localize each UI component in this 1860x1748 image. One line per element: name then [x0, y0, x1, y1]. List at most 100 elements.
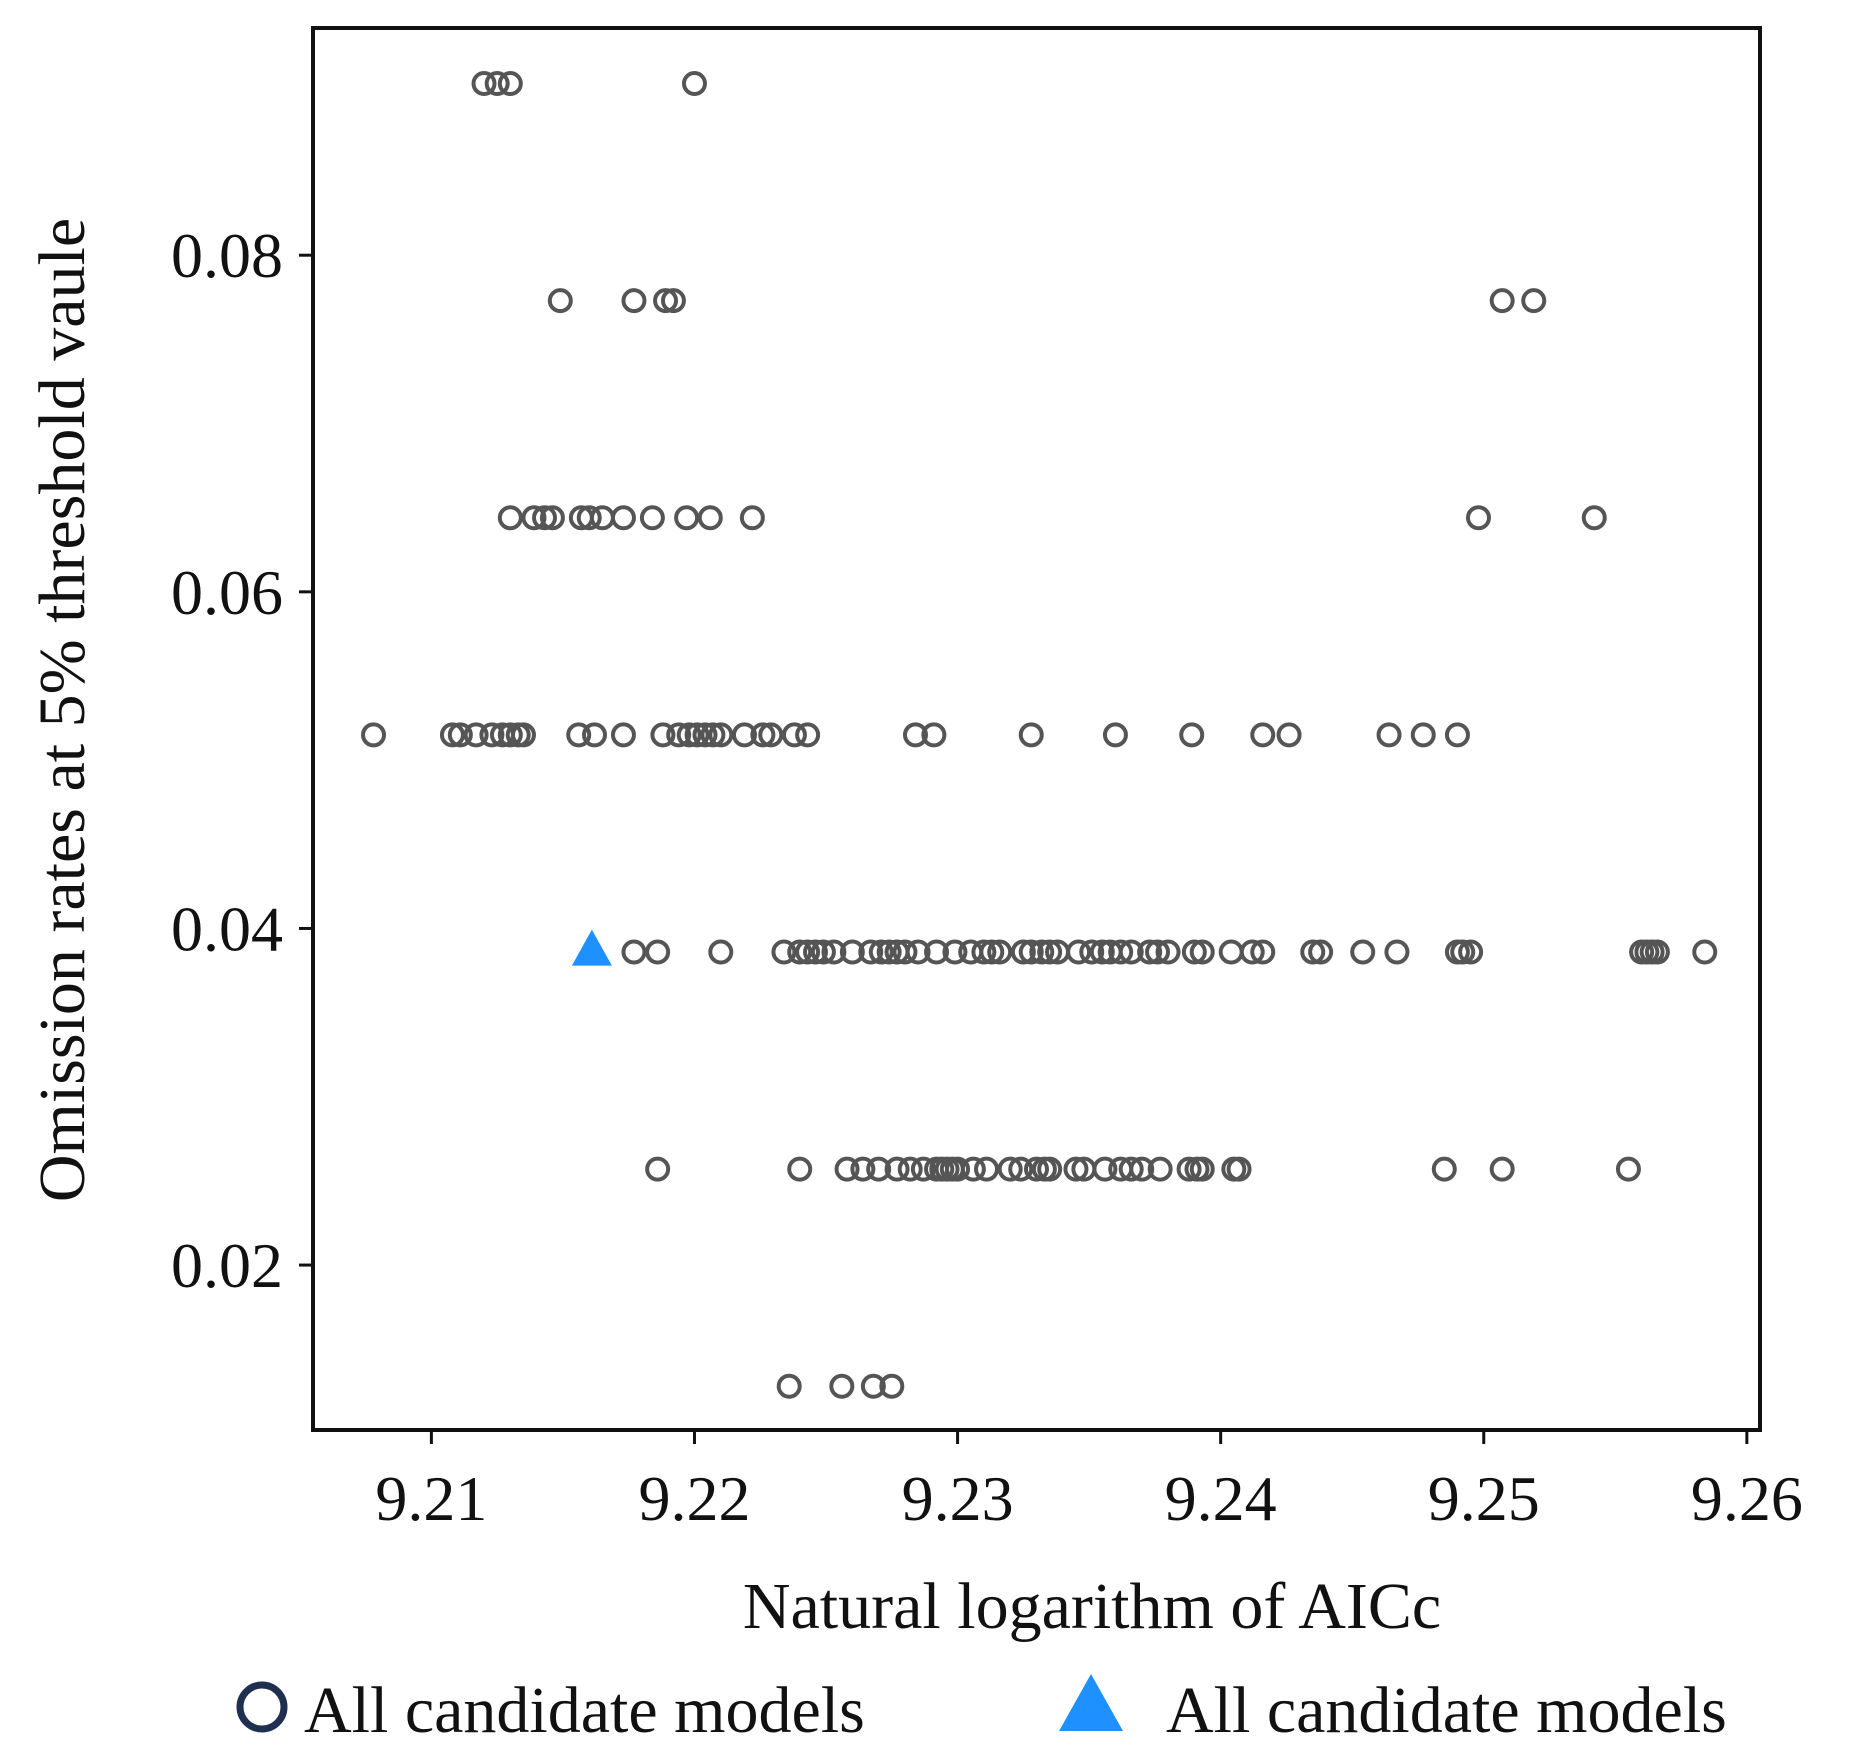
data-point-circle — [621, 288, 647, 314]
data-point-circle — [676, 722, 702, 748]
data-point-circle — [1692, 939, 1718, 965]
data-point-circle — [539, 505, 565, 531]
data-point-circle — [589, 505, 615, 531]
data-point-circle — [1089, 939, 1115, 965]
data-point-circle — [1018, 939, 1044, 965]
data-point-circle — [787, 939, 813, 965]
legend: All candidate models All candidate model… — [236, 1674, 1727, 1747]
data-point-circle — [1350, 939, 1376, 965]
data-point-circle — [361, 722, 387, 748]
data-point-circle — [892, 939, 918, 965]
data-point-circle — [566, 722, 592, 748]
x-tick-label: 9.21 — [375, 1463, 487, 1534]
data-point-circle — [582, 722, 608, 748]
data-point-circle — [1037, 1156, 1063, 1182]
data-point-circle — [1218, 939, 1244, 965]
data-point-circle — [942, 939, 968, 965]
data-point-circle — [1226, 1156, 1252, 1182]
data-point-circle — [1189, 939, 1215, 965]
data-point-circle — [884, 1156, 910, 1182]
x-tick-label: 9.25 — [1428, 1463, 1540, 1534]
data-point-circle — [610, 505, 636, 531]
data-point-circle — [1308, 939, 1334, 965]
data-point-circle — [971, 939, 997, 965]
data-point-circle — [739, 505, 765, 531]
data-point-circle — [521, 505, 547, 531]
data-point-circle — [1179, 722, 1205, 748]
data-point-circle — [1129, 1156, 1155, 1182]
data-point-circle — [650, 722, 676, 748]
x-tick-label: 9.23 — [902, 1463, 1014, 1534]
data-point-circle — [829, 1373, 855, 1399]
data-point-circle — [621, 939, 647, 965]
y-tick-label: 0.02 — [171, 1230, 283, 1301]
data-point-circle — [787, 1156, 813, 1182]
data-point-triangle — [571, 929, 612, 966]
data-point-circle — [1489, 288, 1515, 314]
data-point-circle — [510, 722, 536, 748]
legend-triangle-icon — [1059, 1674, 1123, 1731]
data-point-circle — [484, 71, 510, 97]
data-point-circle — [653, 288, 679, 314]
data-point-circle — [781, 722, 807, 748]
data-point-circle — [645, 939, 671, 965]
x-axis-title: Natural logarithm of AICc — [743, 1570, 1441, 1643]
data-point-circle — [497, 71, 523, 97]
data-point-circle — [905, 939, 931, 965]
data-point-circle — [876, 939, 902, 965]
data-point-circle — [708, 939, 734, 965]
data-point-circle — [771, 939, 797, 965]
data-point-circle — [674, 505, 700, 531]
data-point-circle — [850, 1156, 876, 1182]
data-point-circle — [1276, 722, 1302, 748]
data-point-circle — [1029, 939, 1055, 965]
data-point-circle — [979, 939, 1005, 965]
data-point-circle — [821, 939, 847, 965]
data-point-circle — [1176, 1156, 1202, 1182]
data-point-circle — [1189, 1156, 1215, 1182]
data-point-circle — [610, 722, 636, 748]
x-axis: 9.21 9.22 9.23 9.24 9.25 9.26 — [375, 1430, 1803, 1534]
data-point-circle — [1118, 939, 1144, 965]
data-point-circle — [1615, 1156, 1641, 1182]
data-point-circle — [910, 1156, 936, 1182]
data-point-circle — [1145, 939, 1171, 965]
x-tick-label: 9.26 — [1691, 1463, 1803, 1534]
data-point-circle — [497, 722, 523, 748]
data-point-circle — [795, 722, 821, 748]
data-point-circle — [924, 939, 950, 965]
data-point-circle — [731, 722, 757, 748]
data-point-circle — [1465, 505, 1491, 531]
data-point-circle — [547, 288, 573, 314]
data-point-circle — [645, 1156, 671, 1182]
data-point-circle — [810, 939, 836, 965]
y-tick-label: 0.08 — [171, 220, 283, 291]
data-point-circle — [858, 939, 884, 965]
data-point-circle — [1300, 939, 1326, 965]
data-point-circle — [1376, 722, 1402, 748]
y-tick-label: 0.06 — [171, 557, 283, 628]
data-point-circle — [439, 722, 465, 748]
data-point-circle — [532, 505, 558, 531]
data-point-circle — [681, 71, 707, 97]
data-point-circle — [1018, 722, 1044, 748]
data-point-circle — [1250, 722, 1276, 748]
data-point-circle — [471, 71, 497, 97]
data-point-circle — [1181, 939, 1207, 965]
data-point-circle — [1410, 722, 1436, 748]
data-point-circle — [1079, 939, 1105, 965]
data-point-circle — [750, 722, 776, 748]
data-point-circle — [639, 505, 665, 531]
data-point-circle — [1024, 1156, 1049, 1182]
data-point-circle — [902, 722, 928, 748]
y-axis-title: Omission rates at 5% threshold vaule — [26, 218, 99, 1202]
data-point-circle — [776, 1373, 802, 1399]
data-point-circle — [1155, 939, 1181, 965]
data-point-circle — [1644, 939, 1670, 965]
data-point-circle — [1458, 939, 1484, 965]
data-point-circle — [1489, 1156, 1515, 1182]
data-point-circle — [839, 939, 865, 965]
data-point-circle — [700, 722, 726, 748]
legend-circle-icon — [236, 1681, 288, 1733]
